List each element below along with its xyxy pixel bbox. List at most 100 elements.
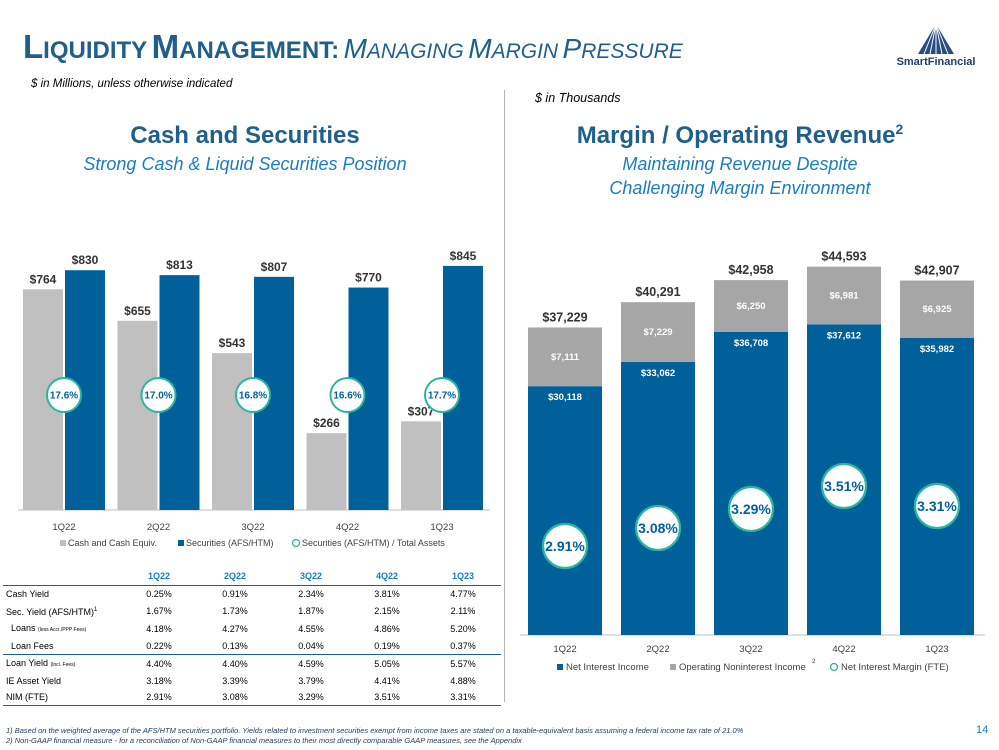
total-data-label: $42,958 xyxy=(728,263,773,277)
table-row: IE Asset Yield 3.18% 3.39% 3.79% 4.41% 4… xyxy=(3,673,501,689)
table-row: Loan Yield (incl. Fees) 4.40% 4.40% 4.59… xyxy=(3,653,501,673)
noninterest-income-bar xyxy=(714,280,788,332)
securities-data-label: $813 xyxy=(166,258,193,272)
securities-data-label: $845 xyxy=(450,249,477,263)
nim-data-label: 3.31% xyxy=(917,498,957,514)
cash-bar xyxy=(401,421,441,510)
nim-data-label: 3.29% xyxy=(731,501,771,517)
right-units-note: $ in Thousands xyxy=(535,91,621,105)
cash-data-label: $266 xyxy=(313,416,340,430)
right-heading-text: Margin / Operating Revenue xyxy=(576,122,896,149)
noninterest-income-bar xyxy=(900,280,974,338)
left-heading: Cash and Securities xyxy=(130,122,360,149)
right-subheading-line1: Maintaining Revenue Despite xyxy=(622,154,858,174)
cash-data-label: $543 xyxy=(219,336,246,350)
table-col-header: 3Q22 xyxy=(273,568,349,586)
table-cell: 4.55% xyxy=(298,623,324,634)
table-col-header: 1Q22 xyxy=(121,568,197,586)
table-cell: 0.19% xyxy=(374,640,400,651)
ratio-data-label: 16.8% xyxy=(239,391,267,402)
x-tick-label: 4Q22 xyxy=(832,644,855,655)
cash-data-label: $655 xyxy=(124,304,151,318)
table-cell: 0.25% xyxy=(146,588,172,599)
table-cell: 3.79% xyxy=(298,675,324,686)
ratio-marker xyxy=(235,377,271,413)
cash-data-label: $764 xyxy=(30,272,57,286)
left-subheading: Strong Cash & Liquid Securities Position xyxy=(83,154,407,174)
table-cell: 3.39% xyxy=(222,675,248,686)
ratio-marker xyxy=(424,377,460,413)
table-cell: 1.73% xyxy=(222,605,248,616)
legend-label-cash: Cash and Cash Equiv. xyxy=(68,538,157,548)
table-row-label: Sec. Yield (AFS/HTM)1 xyxy=(3,602,121,620)
noninterest-income-bar xyxy=(528,327,602,387)
smartfinancial-logo-icon xyxy=(918,23,954,55)
table-cell: 4.18% xyxy=(146,623,172,634)
onii-data-label: $6,981 xyxy=(829,290,859,301)
nim-marker xyxy=(634,504,682,552)
table-cell: 4.77% xyxy=(450,588,476,599)
yield-table: 1Q22 2Q22 3Q22 4Q22 1Q23 Cash Yield 0.25… xyxy=(3,568,501,706)
right-subheading-line2: Challenging Margin Environment xyxy=(609,178,871,198)
left-units-note: $ in Millions, unless otherwise indicate… xyxy=(31,78,233,90)
table-cell: 4.59% xyxy=(273,653,349,673)
table-row: Sec. Yield (AFS/HTM)1 1.67% 1.73% 1.87% … xyxy=(3,602,501,620)
table-cell: 3.31% xyxy=(450,691,476,702)
securities-data-label: $807 xyxy=(261,260,288,274)
table-cell: 2.11% xyxy=(450,605,476,616)
table-row-label: IE Asset Yield xyxy=(6,675,62,686)
legend-label-securities: Securities (AFS/HTM) xyxy=(186,538,274,548)
table-cell: 0.22% xyxy=(146,640,172,651)
cash-bar xyxy=(117,320,158,510)
footnote-1: 1) Based on the weighted average of the … xyxy=(6,726,744,735)
table-cell: 0.91% xyxy=(222,588,248,599)
table-cell: 4.41% xyxy=(374,675,400,686)
total-data-label: $37,229 xyxy=(542,310,587,324)
onii-data-label: $7,111 xyxy=(551,352,580,363)
brand-name: SmartFinancial xyxy=(896,56,976,68)
table-cell: 2.34% xyxy=(298,588,324,599)
table-col-header: 2Q22 xyxy=(197,568,273,586)
nii-data-label: $33,062 xyxy=(641,368,675,379)
x-tick-label: 3Q22 xyxy=(241,522,264,533)
noninterest-income-bar xyxy=(807,266,881,325)
total-data-label: $40,291 xyxy=(635,285,680,299)
page-title: LIQUIDITY MANAGEMENT: MANAGING MARGIN PR… xyxy=(23,28,683,65)
legend-label-onii: Operating Noninterest Income xyxy=(679,662,806,673)
legend-swatch-onii xyxy=(670,664,676,670)
onii-data-label: $6,250 xyxy=(736,301,765,312)
right-subheading: Maintaining Revenue Despite Challenging … xyxy=(520,152,960,200)
ratio-data-label: 17.7% xyxy=(428,391,456,402)
nii-data-label: $30,118 xyxy=(548,392,582,403)
net-interest-income-bar xyxy=(714,331,788,635)
legend-label-nii: Net Interest Income xyxy=(566,662,649,673)
table-row-label: Loan Fees xyxy=(11,640,54,651)
page-number: 14 xyxy=(976,724,989,736)
cash-data-label: $307 xyxy=(408,404,435,418)
nii-data-label: $36,708 xyxy=(734,338,768,349)
table-cell: 5.05% xyxy=(349,653,425,673)
yield-table-header: 1Q22 2Q22 3Q22 4Q22 1Q23 xyxy=(3,568,501,586)
ratio-data-label: 16.6% xyxy=(333,391,361,402)
x-tick-label: 1Q22 xyxy=(553,644,576,655)
table-row: NIM (FTE) 2.91% 3.08% 3.29% 3.51% 3.31% xyxy=(3,689,501,705)
table-row-label-text: Loans xyxy=(11,622,36,633)
net-interest-income-bar xyxy=(528,386,602,635)
table-row-label-qualifier: (incl. Fees) xyxy=(50,661,76,668)
table-cell: 4.88% xyxy=(450,675,476,686)
legend-swatch-nii xyxy=(557,664,563,670)
ratio-marker xyxy=(329,377,366,413)
cash-bar xyxy=(306,433,347,510)
table-cell: 2.91% xyxy=(146,691,172,702)
net-interest-income-bar xyxy=(621,361,695,635)
noninterest-income-bar xyxy=(621,302,695,362)
ratio-marker xyxy=(46,377,82,413)
table-cell: 3.51% xyxy=(374,691,400,702)
table-cell: 0.04% xyxy=(298,640,324,651)
table-cell: 5.20% xyxy=(450,623,476,634)
x-tick-label: 1Q22 xyxy=(52,522,75,533)
legend-label-ratio: Securities (AFS/HTM) / Total Assets xyxy=(302,538,445,548)
ratio-data-label: 17.6% xyxy=(50,391,78,402)
securities-data-label: $830 xyxy=(72,253,99,267)
